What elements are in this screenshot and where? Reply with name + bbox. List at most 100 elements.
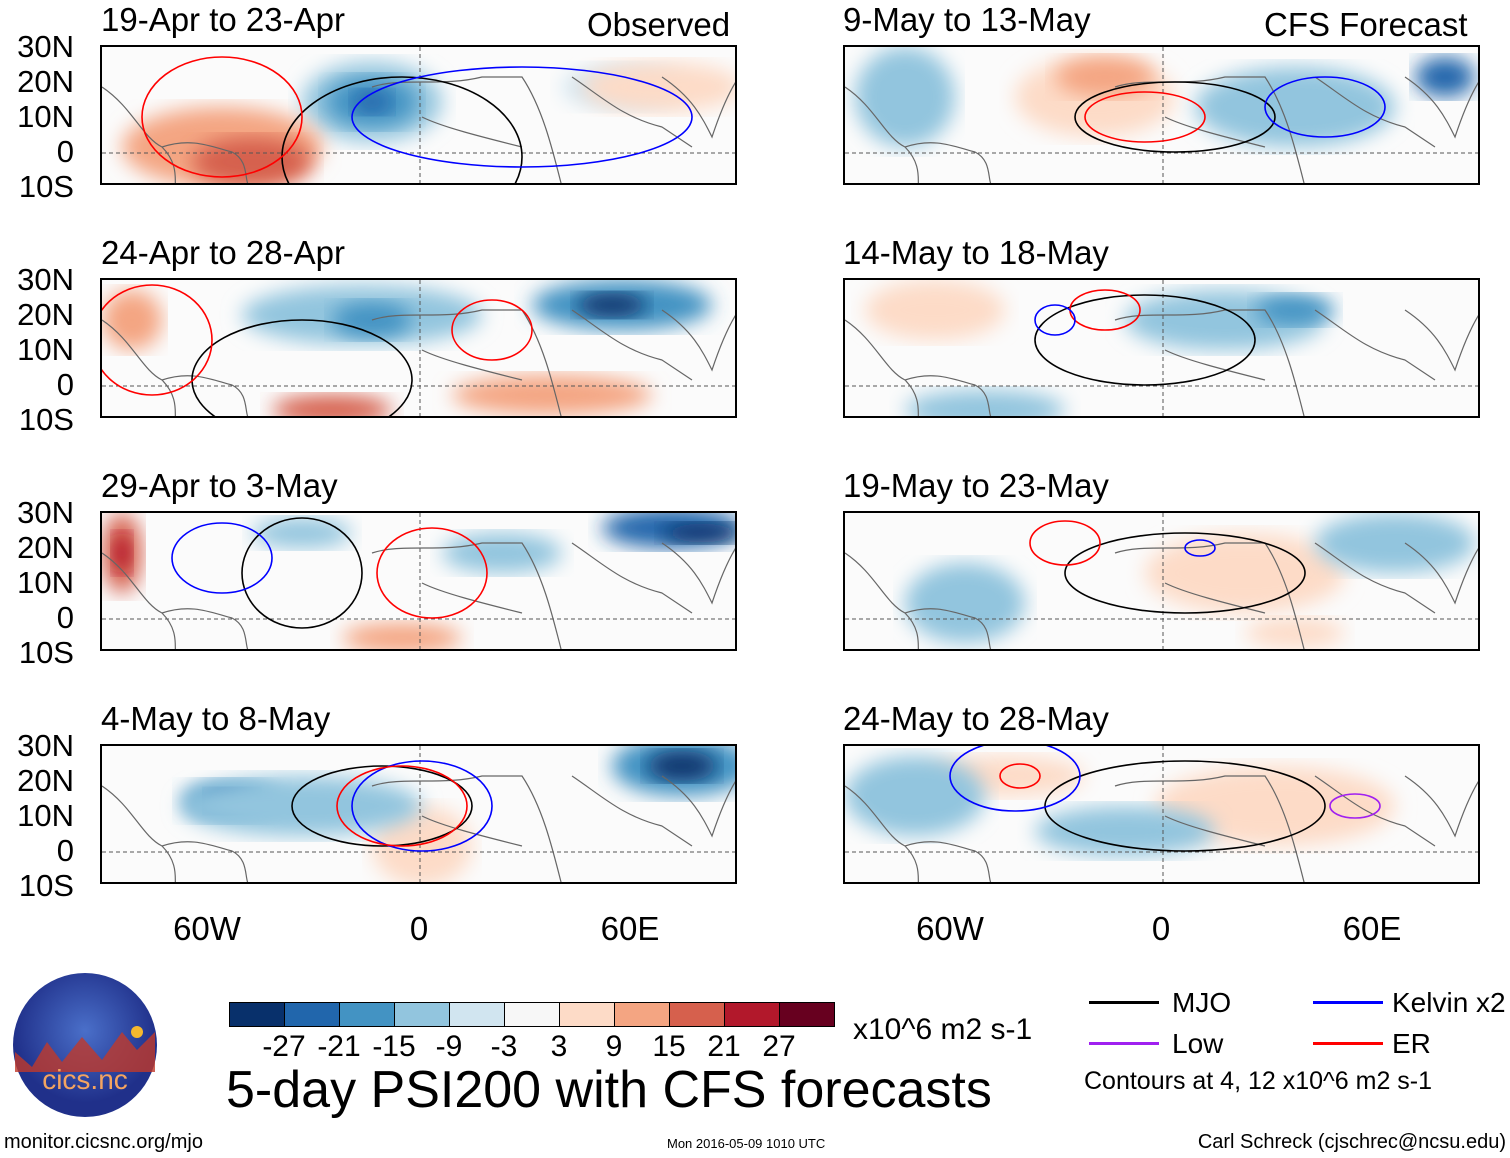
colorbar (229, 1002, 835, 1027)
y-tick: 10S (18, 635, 74, 670)
colorbar-label: -21 (317, 1030, 361, 1063)
y-tick: 30N (17, 495, 74, 530)
y-tick: 10S (18, 402, 74, 437)
anomaly-shading (1415, 57, 1475, 97)
colorbar-swatch (780, 1003, 834, 1026)
y-tick: 20N (17, 64, 74, 99)
colorbar-swatch (560, 1003, 615, 1026)
wave-contour (999, 763, 1041, 789)
colorbar-swatch (450, 1003, 505, 1026)
wave-contour (376, 527, 488, 619)
anomaly-shading (1245, 618, 1345, 648)
wave-contour (949, 746, 1081, 812)
colorbar-swatch (395, 1003, 450, 1026)
coastline (845, 775, 1478, 882)
wave-contour (1029, 520, 1101, 566)
coastline (102, 542, 735, 649)
coastline (102, 76, 735, 183)
y-tick: 10S (18, 169, 74, 204)
anomaly-shading (102, 290, 162, 350)
colorbar-label: 15 (652, 1030, 686, 1063)
wave-contour (1264, 76, 1386, 138)
y-tick: 30N (17, 728, 74, 763)
y-tick: 20N (17, 297, 74, 332)
y-tick: 10N (17, 99, 74, 134)
y-tick: 30N (17, 29, 74, 64)
wave-contour (351, 760, 493, 852)
anomaly-shading (905, 390, 1065, 416)
anomaly-shading (905, 563, 1025, 643)
wave-contour (102, 284, 213, 396)
x-tick: 60W (916, 910, 984, 947)
logo-text: cics.nc (42, 1064, 128, 1095)
anomaly-shading (577, 293, 647, 317)
wave-contour (291, 765, 473, 847)
y-tick: 10N (17, 798, 74, 833)
colorbar-swatch (340, 1003, 395, 1026)
cics-logo: cics.nc (13, 973, 157, 1117)
legend-label: MJO (1172, 987, 1232, 1018)
anomaly-shading (342, 623, 462, 649)
panel-title: 29-Apr to 3-May (101, 467, 338, 504)
wave-contour (336, 765, 468, 847)
wave-contour (451, 299, 533, 361)
colorbar-label: 9 (605, 1030, 623, 1063)
map-panel (100, 511, 737, 651)
map-panel (100, 278, 737, 418)
y-tick: 20N (17, 530, 74, 565)
coastline (845, 309, 1478, 416)
y-tick: 0 (56, 833, 74, 868)
coastline (102, 775, 735, 882)
anomaly-shading (865, 280, 1005, 340)
y-tick: 20N (17, 763, 74, 798)
x-tick: 60E (1342, 910, 1402, 947)
y-tick: 30N (17, 262, 74, 297)
anomaly-shading (855, 47, 955, 147)
legend-label: Kelvin x2 (1392, 987, 1506, 1018)
wave-contour (1064, 532, 1306, 614)
colorbar-swatch (505, 1003, 560, 1026)
panel-title: 14-May to 18-May (843, 234, 1109, 271)
coastline (102, 309, 735, 416)
y-tick: 0 (56, 600, 74, 635)
map-panel (843, 744, 1480, 884)
wave-contour (141, 56, 303, 178)
anomaly-shading (1145, 533, 1345, 613)
y-tick: 10S (18, 868, 74, 903)
footer-author: Carl Schreck (cjschrec@ncsu.edu) (1197, 1131, 1506, 1153)
anomaly-shading (1055, 57, 1155, 97)
contours-note: Contours at 4, 12 x10^6 m2 s-1 (1084, 1067, 1433, 1095)
wave-contour (1329, 793, 1381, 819)
colorbar-swatch (615, 1003, 670, 1026)
panel-title: 9-May to 13-May (843, 1, 1091, 38)
footer-timestamp: Mon 2016-05-09 1010 UTC (667, 1136, 826, 1151)
coastline (845, 542, 1478, 649)
legend-line-kelvin (1313, 1001, 1383, 1004)
panel-title: 19-May to 23-May (843, 467, 1109, 504)
colorbar-label: 3 (550, 1030, 568, 1063)
wave-contour (1084, 91, 1206, 143)
legend-line-low (1089, 1042, 1159, 1045)
anomaly-shading (272, 395, 392, 416)
anomaly-shading (252, 518, 352, 548)
map-panel (843, 511, 1480, 651)
y-tick: 0 (56, 367, 74, 402)
anomaly-shading (1155, 766, 1395, 846)
wave-contour (351, 66, 693, 168)
colorbar-label: -27 (262, 1030, 306, 1063)
wave-contour (171, 522, 273, 594)
colorbar-units: x10^6 m2 s-1 (853, 1013, 1033, 1046)
x-tick: 0 (1151, 910, 1171, 947)
colorbar-swatch (230, 1003, 285, 1026)
anomaly-shading (1315, 513, 1475, 573)
wave-contour (1074, 81, 1276, 153)
map-panel (843, 45, 1480, 185)
legend-label: ER (1392, 1028, 1431, 1059)
wave-contour (1034, 294, 1256, 386)
footer-url[interactable]: monitor.cicsnc.org/mjo (4, 1131, 203, 1153)
colorbar-swatch (725, 1003, 780, 1026)
wave-contour (241, 517, 363, 629)
panel-title: 24-May to 28-May (843, 700, 1109, 737)
anomaly-shading (1195, 67, 1395, 147)
